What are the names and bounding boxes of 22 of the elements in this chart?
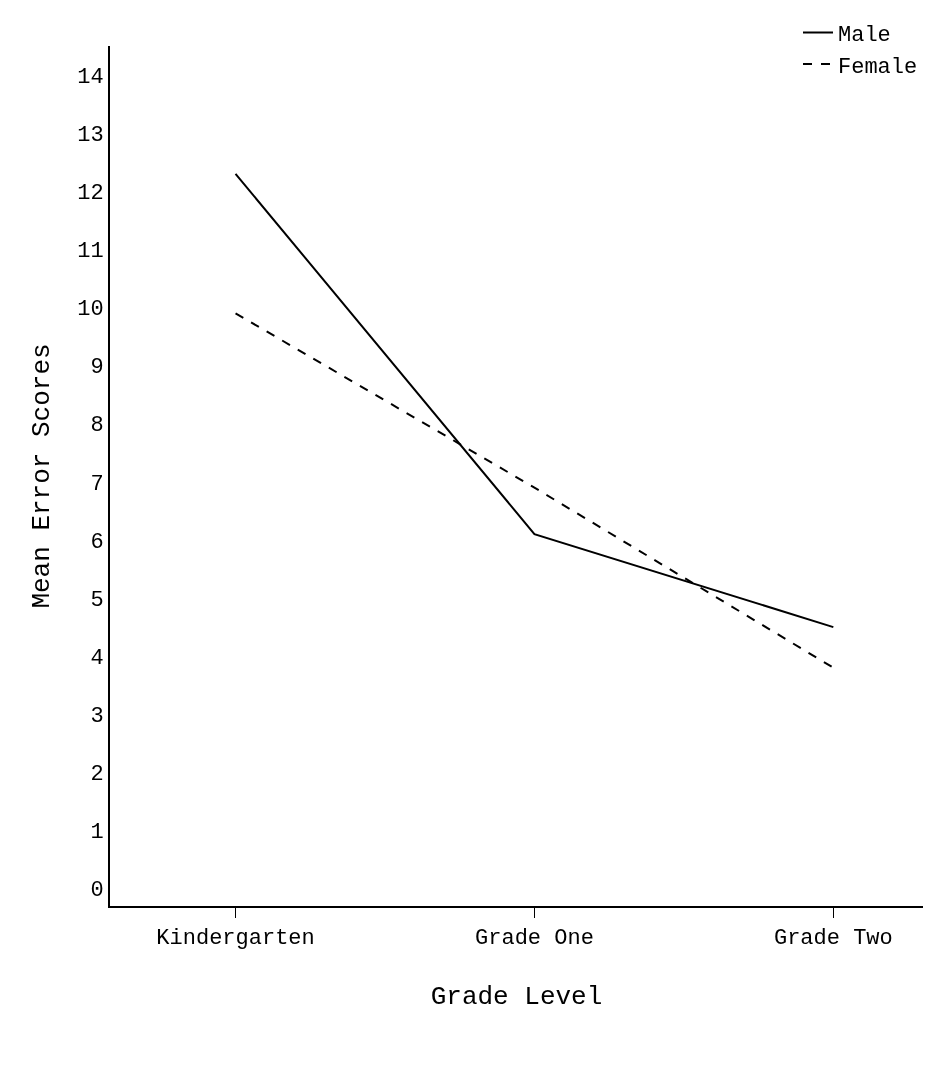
x-tick-label: Grade Two xyxy=(773,926,893,952)
y-tick-label: 8 xyxy=(90,413,104,439)
y-tick-label: 2 xyxy=(90,762,104,788)
y-tick-label: 3 xyxy=(90,703,104,729)
y-tick-label: 11 xyxy=(77,239,104,265)
y-tick-label: 1 xyxy=(90,820,104,846)
y-tick-label: 13 xyxy=(77,122,104,148)
y-axis-title: Mean Error Scores xyxy=(27,343,58,609)
legend-label: Male xyxy=(838,22,891,48)
y-tick-label: 14 xyxy=(77,64,104,90)
y-tick-label: 12 xyxy=(77,180,104,206)
x-tick-label: Kindergarten xyxy=(156,926,315,952)
x-axis-title: Grade Level xyxy=(430,981,603,1012)
y-tick-label: 4 xyxy=(90,645,104,671)
y-tick-label: 9 xyxy=(90,355,104,381)
y-tick-label: 6 xyxy=(90,529,104,555)
x-tick-label: Grade One xyxy=(475,926,594,952)
y-tick-label: 0 xyxy=(90,878,104,904)
y-tick-label: 5 xyxy=(90,587,104,613)
y-tick-label: 7 xyxy=(90,471,104,497)
y-tick-label: 10 xyxy=(77,297,104,323)
legend-label: Female xyxy=(838,54,918,80)
